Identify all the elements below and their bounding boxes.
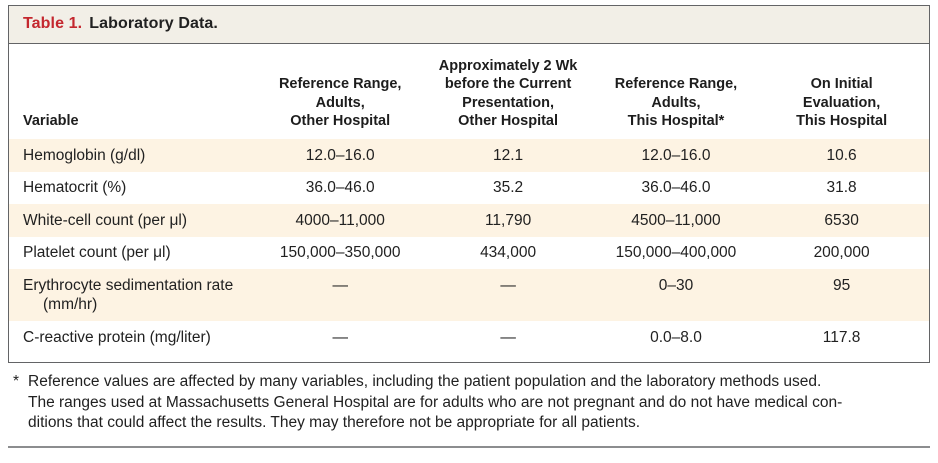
table-row: White-cell count (per μl) 4000–11,000 11… bbox=[9, 204, 929, 237]
value-cell: 10.6 bbox=[826, 146, 857, 164]
column-header-ref-range-other-hospital: Reference Range, Adults, Other Hospital bbox=[278, 76, 402, 129]
value-cell: 200,000 bbox=[813, 244, 870, 262]
value-cell: 4500–11,000 bbox=[631, 211, 721, 229]
column-header-ref-range-this-hospital: Reference Range, Adults, This Hospital* bbox=[614, 76, 738, 129]
footnote-marker: * bbox=[13, 373, 20, 391]
table-row: Hemoglobin (g/dl) 12.0–16.0 12.1 12.0–16… bbox=[9, 139, 929, 172]
value-cell: 95 bbox=[832, 276, 851, 294]
footnote: * Reference values are affected by many … bbox=[13, 372, 926, 434]
value-cell: 12.1 bbox=[493, 146, 524, 164]
header-row: Variable Reference Range, Adults, Other … bbox=[9, 44, 929, 139]
variable-cell: Hemoglobin (g/dl) bbox=[23, 146, 146, 164]
table-title-bar: Table 1. Laboratory Data. bbox=[9, 6, 929, 44]
variable-cell: Hematocrit (%) bbox=[23, 179, 127, 197]
value-cell: 12.0–16.0 bbox=[305, 146, 375, 164]
value-cell: — bbox=[500, 276, 516, 294]
value-cell: 36.0–46.0 bbox=[641, 179, 711, 197]
variable-cell: C-reactive protein (mg/liter) bbox=[23, 328, 211, 346]
value-cell: 150,000–400,000 bbox=[615, 244, 737, 262]
table-row: Platelet count (per μl) 150,000–350,000 … bbox=[9, 237, 929, 270]
column-header-variable: Variable bbox=[23, 112, 79, 129]
table-number-label: Table 1. bbox=[23, 15, 83, 32]
value-cell: 434,000 bbox=[480, 244, 537, 262]
page: Table 1. Laboratory Data. Variable Refere… bbox=[8, 5, 930, 448]
value-cell: — bbox=[332, 328, 348, 346]
value-cell: — bbox=[500, 328, 516, 346]
laboratory-data-table: Variable Reference Range, Adults, Other … bbox=[9, 44, 929, 363]
footnote-text: Reference values are affected by many va… bbox=[28, 373, 843, 432]
value-cell: — bbox=[332, 276, 348, 294]
value-cell: 150,000–350,000 bbox=[279, 244, 401, 262]
value-cell: 11,790 bbox=[484, 211, 532, 229]
table-row: Hematocrit (%) 36.0–46.0 35.2 36.0–46.0 … bbox=[9, 172, 929, 205]
value-cell: 31.8 bbox=[826, 179, 857, 197]
value-cell: 4000–11,000 bbox=[295, 211, 385, 229]
value-cell: 35.2 bbox=[493, 179, 524, 197]
variable-cell: Platelet count (per μl) bbox=[23, 244, 171, 262]
bottom-rule bbox=[8, 446, 930, 448]
variable-cell: Erythrocyte sedimentation rate (mm/hr) bbox=[23, 276, 234, 314]
column-header-initial-evaluation: On Initial Evaluation, This Hospital bbox=[796, 76, 888, 129]
variable-cell: White-cell count (per μl) bbox=[23, 211, 187, 229]
value-cell: 0.0–8.0 bbox=[650, 328, 702, 346]
table-row: Erythrocyte sedimentation rate (mm/hr) —… bbox=[9, 269, 929, 322]
value-cell: 0–30 bbox=[658, 276, 694, 294]
value-cell: 117.8 bbox=[822, 328, 861, 346]
value-cell: 12.0–16.0 bbox=[641, 146, 711, 164]
table-box: Table 1. Laboratory Data. Variable Refere… bbox=[8, 5, 930, 364]
table-row: C-reactive protein (mg/liter) — — 0.0–8.… bbox=[9, 321, 929, 362]
column-header-2wk-before-presentation: Approximately 2 Wk before the Current Pr… bbox=[438, 58, 578, 129]
table-title: Laboratory Data. bbox=[89, 15, 218, 32]
value-cell: 6530 bbox=[824, 211, 859, 229]
value-cell: 36.0–46.0 bbox=[305, 179, 375, 197]
